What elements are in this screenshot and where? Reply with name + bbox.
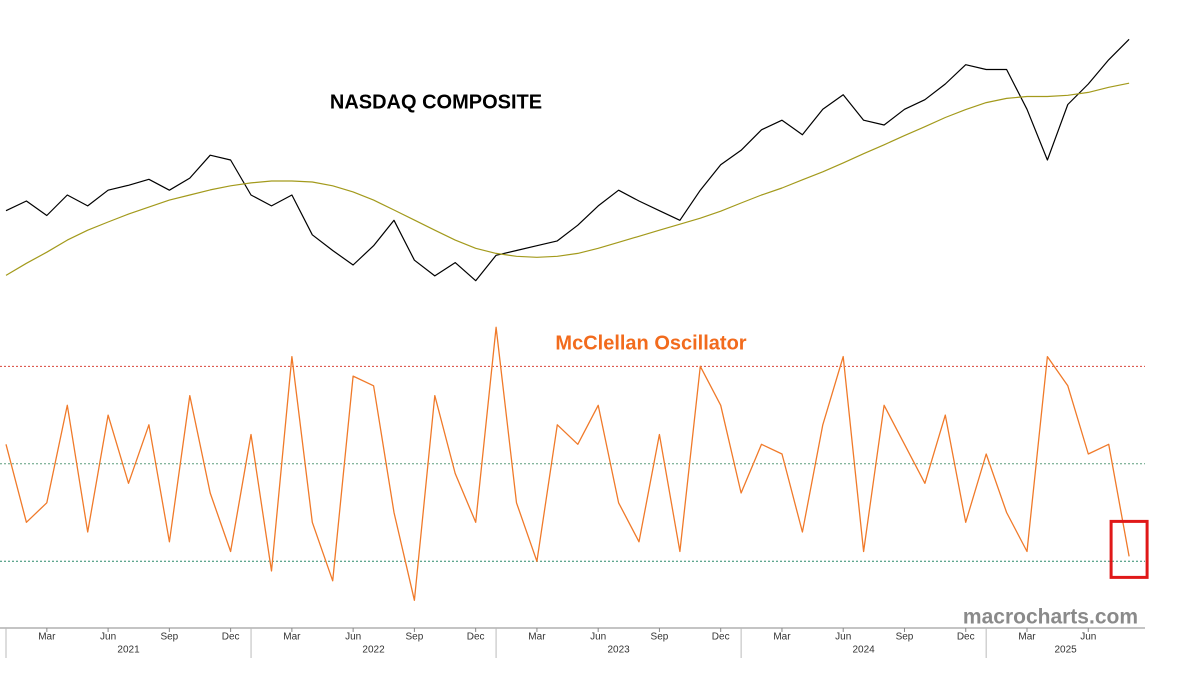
x-tick-label: Mar xyxy=(528,632,546,643)
year-label: 2021 xyxy=(117,645,140,656)
series-line xyxy=(5,38,1130,282)
x-tick-label: Sep xyxy=(896,632,914,643)
x-tick-label: Dec xyxy=(222,632,240,643)
chart-title: NASDAQ COMPOSITE xyxy=(330,91,542,113)
x-tick-label: Jun xyxy=(100,632,116,643)
year-label: 2023 xyxy=(607,645,630,656)
x-tick-label: Dec xyxy=(467,632,485,643)
highlight-box xyxy=(1109,519,1149,579)
x-tick-label: Dec xyxy=(712,632,730,643)
x-tick-label: Dec xyxy=(957,632,975,643)
x-tick-label: Sep xyxy=(406,632,424,643)
year-label: 2025 xyxy=(1054,645,1077,656)
x-tick-label: Mar xyxy=(1018,632,1036,643)
oscillator-title: McClellan Oscillator xyxy=(555,332,746,354)
series-line xyxy=(5,326,1130,601)
x-tick-label: Mar xyxy=(283,632,301,643)
series-line xyxy=(5,82,1130,276)
year-label: 2024 xyxy=(853,645,876,656)
year-label: 2022 xyxy=(362,645,385,656)
watermark: macrocharts.com xyxy=(963,606,1138,629)
x-tick-label: Mar xyxy=(773,632,791,643)
x-tick-label: Jun xyxy=(1080,632,1096,643)
x-tick-label: Jun xyxy=(835,632,851,643)
x-tick-label: Sep xyxy=(160,632,178,643)
x-tick-label: Sep xyxy=(651,632,669,643)
x-tick-label: Jun xyxy=(590,632,606,643)
x-tick-label: Jun xyxy=(345,632,361,643)
x-tick-label: Mar xyxy=(38,632,56,643)
